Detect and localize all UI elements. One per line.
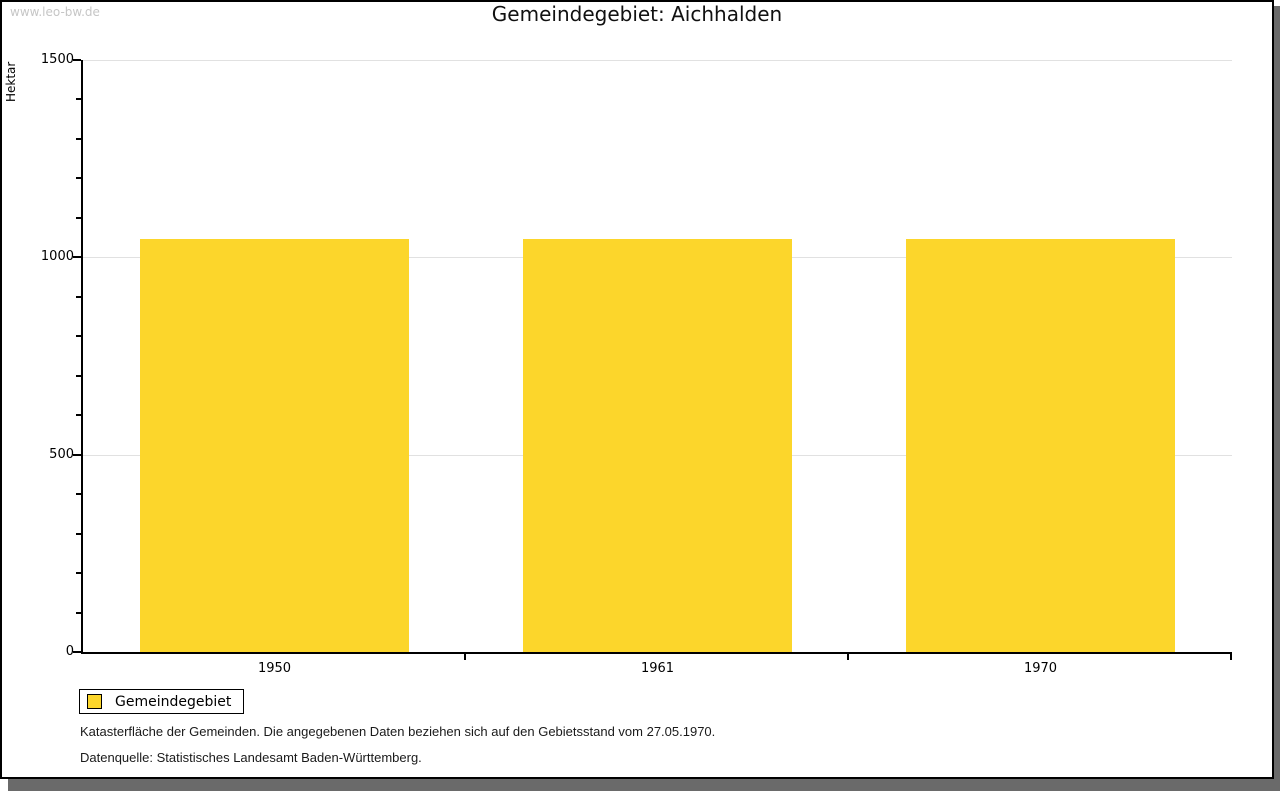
x-category-label-1950: 1950 xyxy=(257,661,292,676)
x-boundary-tick-2 xyxy=(847,654,849,660)
y-axis-title: Hektar xyxy=(4,61,18,102)
chart-title: Gemeindegebiet: Aichhalden xyxy=(491,2,783,26)
y-minor-tick-400 xyxy=(76,493,81,496)
legend-swatch-icon xyxy=(87,694,102,709)
y-major-tick-0 xyxy=(73,651,81,653)
y-tick-label-1500: 1500 xyxy=(40,52,74,67)
y-tick-label-1000: 1000 xyxy=(40,249,74,265)
gridline-1500 xyxy=(83,60,1232,61)
x-category-label-1970: 1970 xyxy=(1023,661,1058,676)
y-minor-tick-700 xyxy=(76,374,81,377)
watermark-text: www.leo-bw.de xyxy=(10,5,100,19)
bar-1961 xyxy=(523,239,792,652)
y-minor-tick-200 xyxy=(76,572,81,575)
bar-1950 xyxy=(140,239,409,652)
x-category-label-1961: 1961 xyxy=(640,661,675,676)
y-minor-tick-100 xyxy=(76,611,81,614)
y-minor-tick-1300 xyxy=(76,137,81,140)
bar-1970 xyxy=(906,239,1175,652)
y-minor-tick-800 xyxy=(76,335,81,338)
plot-area: 0 500 1000 1500 1950 1961 1970 xyxy=(41,52,1232,676)
y-minor-tick-900 xyxy=(76,295,81,298)
y-minor-tick-1100 xyxy=(76,216,81,219)
legend-label: Gemeindegebiet xyxy=(115,693,232,710)
y-major-tick-1000 xyxy=(73,256,81,259)
legend-box: Gemeindegebiet xyxy=(79,689,245,714)
y-minor-tick-300 xyxy=(76,532,81,535)
y-tick-label-0: 0 xyxy=(65,644,74,659)
y-tick-label-500: 500 xyxy=(49,446,74,462)
x-boundary-tick-1 xyxy=(464,654,466,660)
y-minor-tick-600 xyxy=(76,414,81,417)
y-major-tick-500 xyxy=(73,453,81,456)
frame-shadow-bottom xyxy=(8,779,1280,791)
y-major-tick-1500 xyxy=(73,59,81,61)
y-minor-tick-1200 xyxy=(76,177,81,180)
footnote-data-source: Datenquelle: Statistisches Landesamt Bad… xyxy=(80,750,422,765)
x-boundary-tick-3 xyxy=(1230,654,1232,660)
footnote-source-note: Katasterfläche der Gemeinden. Die angege… xyxy=(80,724,716,739)
frame-shadow-right xyxy=(1274,6,1280,791)
y-minor-tick-1400 xyxy=(76,98,81,101)
